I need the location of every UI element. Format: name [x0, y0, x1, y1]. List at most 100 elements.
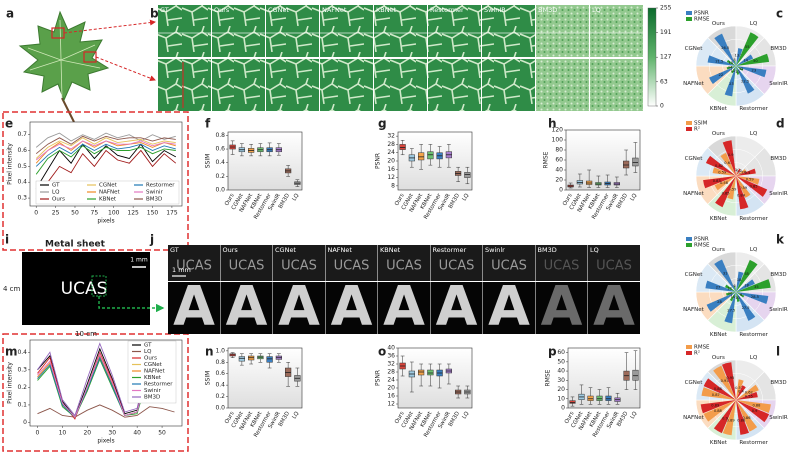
category-label: NAFNet [683, 415, 705, 421]
radial-bar [729, 292, 736, 302]
value-label: 0.88 [714, 409, 723, 413]
y-tick-label: 20 [557, 386, 565, 393]
value-label: 27.5 [742, 306, 750, 310]
radial-bar [736, 292, 745, 298]
x-axis-label: pixels [97, 218, 114, 225]
panel-label: l [776, 345, 780, 359]
series-line [35, 137, 176, 159]
y-tick-label: 32 [387, 361, 395, 368]
category-label: NAFNet [683, 307, 705, 313]
radial-bar [722, 362, 736, 400]
image-tile [266, 59, 319, 111]
category-label: Restormer [739, 216, 768, 222]
y-tick-label: 100 [552, 137, 564, 144]
value-label: 0.1 [735, 168, 741, 172]
radial-bar [736, 66, 740, 75]
x-tick-label: LQ [292, 192, 301, 202]
image-tile [158, 59, 211, 111]
y-tick-label: 16 [387, 166, 395, 173]
value-label: 8 [733, 58, 736, 62]
value-label: 0.84 [737, 194, 746, 198]
x-tick-label: 125 [127, 210, 139, 217]
x-tick-label: 40 [133, 430, 141, 437]
y-tick-label: 0.1 [17, 401, 27, 408]
tile-zoom-text: A [383, 275, 425, 338]
legend-label: Ours [52, 197, 65, 203]
tile-label: GT [170, 246, 179, 254]
category-label: Restormer [739, 332, 768, 338]
y-tick-label: 20 [387, 385, 395, 392]
radial-bar [736, 172, 738, 176]
radial-bar [736, 168, 741, 176]
tile-label: KBNet [380, 246, 401, 254]
tile-label: Swinlr [485, 246, 505, 254]
x-axis-label: pixels [97, 438, 114, 445]
box [418, 369, 425, 376]
x-tick-label: 150 [147, 210, 159, 217]
panel-label: p [548, 345, 557, 359]
plot-area [565, 129, 641, 191]
legend-label: BM3D [146, 197, 162, 203]
legend-swatch [686, 237, 692, 241]
legend-label: Restormer [144, 382, 173, 388]
roi-arrow [98, 296, 165, 313]
image-tile [168, 282, 220, 334]
radial-bar [722, 140, 736, 176]
legend-label: GT [52, 183, 60, 189]
category-label: LQ [750, 131, 758, 137]
radial-bar [701, 387, 736, 400]
tile-zoom-text: A [226, 275, 268, 338]
value-label: 15 [729, 61, 734, 65]
colorbar-tick-label: 255 [660, 5, 672, 12]
value-label: 0.93 [721, 379, 729, 383]
series-line [35, 143, 176, 167]
category-label: BM3D [770, 156, 786, 162]
width-label: 10 cm [75, 330, 97, 338]
radial-bar [736, 168, 756, 176]
y-axis-label: RMSE [543, 151, 550, 168]
x-tick-label: Ours [394, 193, 406, 207]
radial-bar [709, 66, 736, 84]
box [238, 356, 245, 362]
legend-label: KBNet [99, 197, 117, 203]
y-tick-label: 8 [391, 182, 395, 189]
legend-swatch [686, 121, 692, 125]
panel-label: h [548, 117, 557, 131]
series-line [35, 145, 176, 175]
value-label: 0.5 [745, 171, 751, 175]
radial-bar [736, 48, 743, 66]
category-label: CGNet [685, 380, 704, 386]
box [569, 400, 576, 404]
y-tick-label: 12 [387, 174, 395, 181]
value-label: 0.4 [738, 390, 744, 394]
tile-label: SwinIR [484, 6, 506, 14]
x-tick-label: Ours [562, 193, 574, 207]
y-tick-label: 0.4 [215, 159, 225, 166]
y-tick-label: 0.5 [17, 163, 27, 170]
y-tick-label: 24 [387, 149, 395, 156]
image-tile [378, 245, 430, 281]
legend-swatch [686, 17, 692, 21]
radial-bar [703, 400, 736, 422]
highlight-frame [2, 111, 189, 251]
radial-bar [736, 385, 746, 400]
series-line [37, 404, 175, 418]
image-tile [588, 245, 640, 281]
radial-bar [712, 167, 736, 176]
radial-bar [736, 176, 749, 210]
image-tile [325, 282, 378, 334]
radial-bar [705, 280, 736, 292]
value-label: 0.52 [735, 386, 743, 390]
x-tick-label: 20 [83, 430, 91, 437]
tile-label: BM3D [538, 246, 557, 254]
y-tick-label: 36 [387, 353, 395, 360]
tile-label: LQ [592, 6, 601, 14]
radial-bar [736, 271, 744, 292]
box [632, 369, 639, 381]
box [623, 160, 630, 169]
radial-bar [733, 286, 736, 292]
radial-bar [736, 292, 769, 304]
panel-label: c [776, 7, 783, 21]
value-label: 0.55 [745, 395, 753, 399]
